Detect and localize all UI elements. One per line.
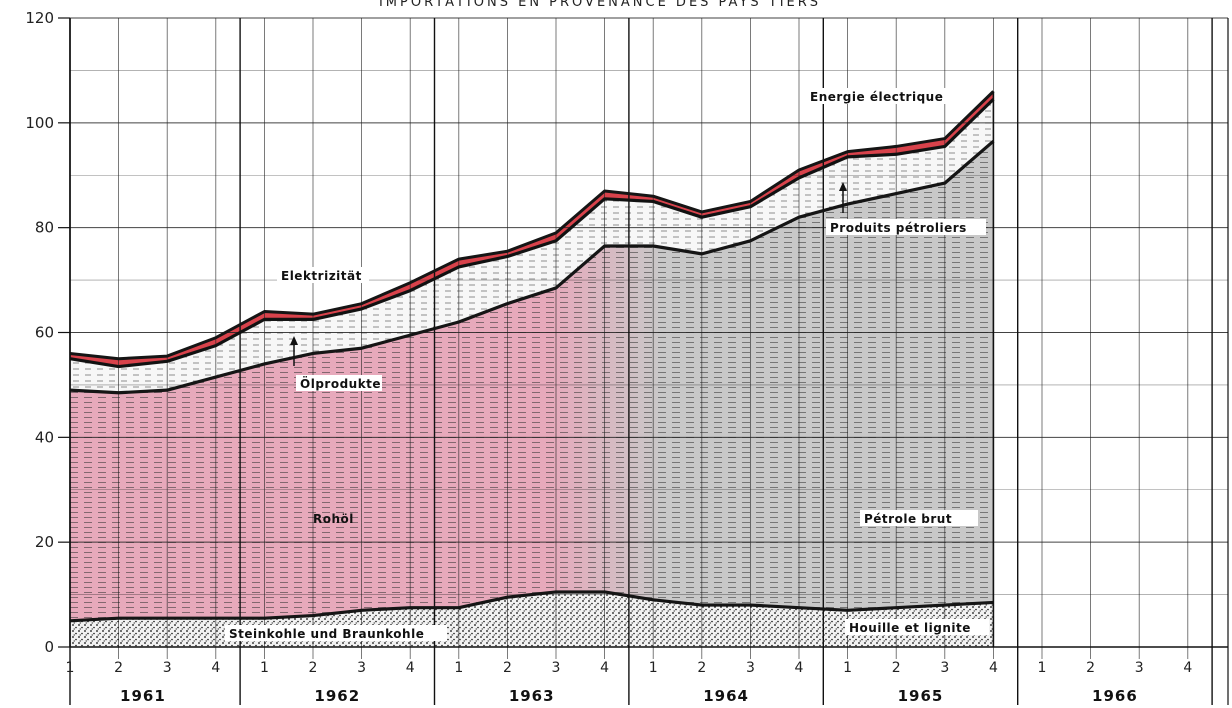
- x-tick-label: 2: [309, 660, 318, 676]
- annotation-energie-electrique: Energie électrique: [806, 88, 956, 104]
- chart-title: IMPORTATIONS EN PROVENANCE DES PAYS TIER…: [379, 0, 821, 10]
- year-label: 1965: [898, 687, 944, 705]
- x-tick-label: 1: [649, 660, 658, 676]
- label-energie-electrique: Energie électrique: [810, 90, 943, 104]
- x-tick-label: 2: [114, 660, 123, 676]
- x-tick-label: 3: [746, 660, 755, 676]
- series-line: [69, 139, 995, 395]
- series-line: [69, 590, 994, 623]
- x-tick-label: 4: [406, 660, 415, 676]
- annotation-rohol: Rohöl: [313, 512, 354, 526]
- year-label: 1963: [509, 687, 555, 705]
- y-tick-label: 80: [35, 219, 54, 237]
- y-tick-label: 20: [35, 533, 54, 551]
- label-elektrizitat: Elektrizität: [281, 269, 362, 283]
- year-label: 1966: [1092, 687, 1138, 705]
- x-tick-label: 1: [66, 660, 75, 676]
- y-tick-label: 60: [35, 324, 54, 342]
- x-tick-label: 4: [795, 660, 804, 676]
- x-tick-label: 4: [600, 660, 609, 676]
- y-tick-label: 100: [25, 114, 54, 132]
- x-tick-label: 2: [1086, 660, 1095, 676]
- y-tick-label: 120: [25, 9, 54, 27]
- label-olprodukte: Ölprodukte: [300, 376, 381, 391]
- annotation-elektrizitat: Elektrizität: [277, 267, 369, 283]
- series-line-electricity-base: [69, 98, 994, 368]
- x-tick-label: 3: [940, 660, 949, 676]
- area-crude-oil-hatch: [70, 141, 994, 621]
- x-tick-label: 2: [503, 660, 512, 676]
- x-tick-label: 2: [697, 660, 706, 676]
- y-tick-label: 0: [44, 638, 54, 656]
- year-label: 1962: [314, 687, 360, 705]
- y-tick-label: 40: [35, 428, 54, 446]
- x-tick-label: 1: [260, 660, 269, 676]
- label-rohol: Rohöl: [313, 512, 354, 526]
- x-tick-label: 2: [892, 660, 901, 676]
- x-tick-label: 4: [989, 660, 998, 676]
- label-houille-lignite: Houille et lignite: [849, 621, 971, 635]
- label-petrole-brut: Pétrole brut: [864, 512, 952, 526]
- arrowhead-olprodukte: [290, 336, 298, 345]
- annotation-olprodukte: Ölprodukte: [290, 336, 382, 391]
- annotation-steinkohle: Steinkohle und Braunkohle: [225, 625, 447, 641]
- series-line: [69, 90, 995, 361]
- x-tick-label: 1: [1038, 660, 1047, 676]
- x-tick-label: 3: [1135, 660, 1144, 676]
- year-label: 1964: [703, 687, 749, 705]
- x-tick-label: 3: [163, 660, 172, 676]
- year-label: 1961: [120, 687, 166, 705]
- x-tick-label: 3: [357, 660, 366, 676]
- annotation-houille-lignite: Houille et lignite: [845, 619, 989, 635]
- label-produits-petroliers: Produits pétroliers: [830, 221, 967, 235]
- x-tick-label: 4: [1183, 660, 1192, 676]
- x-tick-label: 3: [552, 660, 561, 676]
- x-tick-label: 4: [211, 660, 220, 676]
- x-tick-label: 1: [843, 660, 852, 676]
- x-tick-label: 1: [454, 660, 463, 676]
- arrowhead-produits-petroliers: [839, 182, 847, 191]
- annotation-petrole-brut: Pétrole brut: [860, 510, 978, 526]
- label-steinkohle: Steinkohle und Braunkohle: [229, 627, 424, 641]
- annotation-produits-petroliers: Produits pétroliers: [826, 182, 986, 235]
